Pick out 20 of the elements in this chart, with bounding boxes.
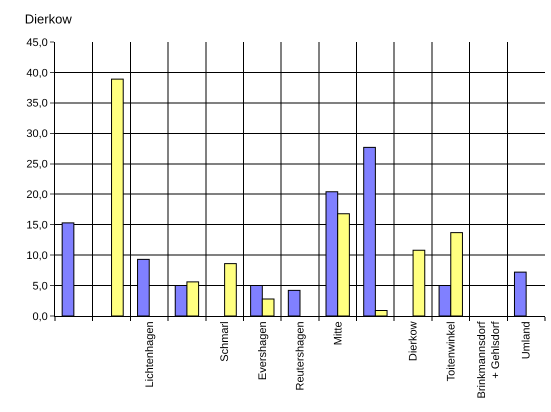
x-tick-label: Umland — [520, 321, 533, 360]
x-tick-label: Toitenwinkel — [445, 321, 458, 382]
y-tick-label: 35,0 — [26, 98, 48, 110]
y-tick-label: 30,0 — [26, 128, 48, 140]
x-tick-label: Schmarl — [219, 321, 232, 362]
x-tick-label: Brinkmannsdorf + Gehlsdorf — [476, 320, 502, 398]
y-tick-label: 5,0 — [32, 280, 48, 292]
y-tick-label: 0,0 — [32, 310, 48, 323]
y-tick-label: 25,0 — [26, 158, 48, 171]
x-tick-label: Reutershagen — [294, 321, 307, 391]
x-tick-label: Evershagen — [256, 321, 269, 380]
y-tick-label: 15,0 — [26, 220, 48, 232]
chart-title: Dierkow — [24, 12, 72, 27]
x-tick-label: Dierkow — [408, 321, 420, 362]
y-tick-label: 40,0 — [26, 67, 48, 80]
x-tick-label: Mitte — [332, 321, 344, 346]
y-tick-label: 45,0 — [26, 36, 48, 49]
x-tick-label: Lichtenhagen — [144, 321, 156, 388]
y-tick-label: 10,0 — [26, 250, 48, 262]
y-tick-label: 20,0 — [26, 189, 48, 202]
